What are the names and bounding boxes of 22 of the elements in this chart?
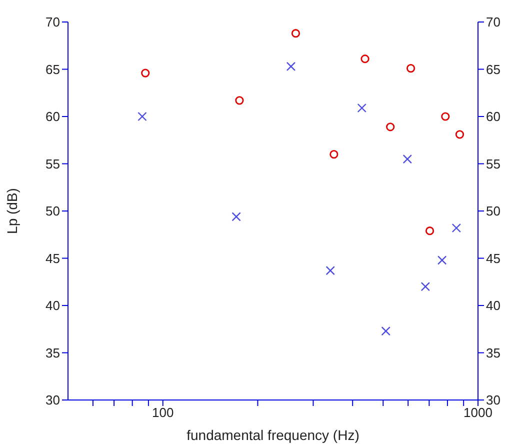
y-tick-label: 70 xyxy=(46,14,60,30)
y2-tick-label: 70 xyxy=(486,14,500,30)
y-tick-label: 30 xyxy=(46,392,60,408)
y2-tick-label: 45 xyxy=(486,250,500,266)
x-tick-label: 100 xyxy=(152,405,174,420)
y-tick-label: 45 xyxy=(46,250,60,266)
y2-tick-label: 40 xyxy=(486,298,500,314)
y2-tick-label: 35 xyxy=(486,345,500,360)
y-tick-label: 35 xyxy=(46,345,60,360)
y2-tick-label: 55 xyxy=(486,156,500,172)
y2-tick-label: 50 xyxy=(486,204,500,219)
x-tick-label: 1000 xyxy=(464,405,492,420)
y2-tick-label: 30 xyxy=(486,392,500,408)
y-tick-label: 55 xyxy=(46,156,60,172)
y2-tick-label: 60 xyxy=(486,109,500,124)
y-tick-label: 65 xyxy=(46,62,60,77)
y-tick-label: 50 xyxy=(46,204,60,219)
y-tick-label: 60 xyxy=(46,109,60,124)
y-tick-label: 40 xyxy=(46,298,60,314)
x-axis-title: fundamental frequency (Hz) xyxy=(186,427,360,443)
y2-tick-label: 65 xyxy=(486,62,500,77)
y-axis-title: Lp (dB) xyxy=(4,188,20,234)
